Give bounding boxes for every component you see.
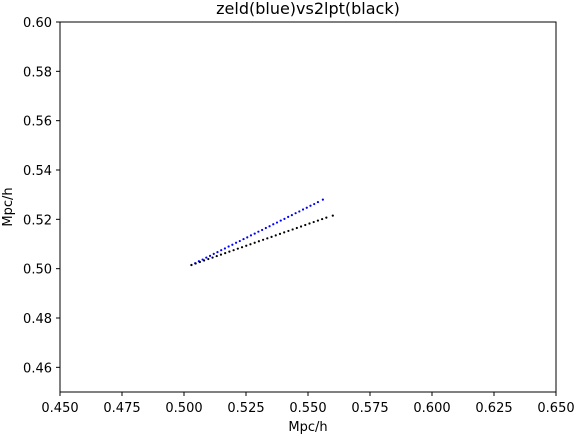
data-point [325, 216, 328, 219]
data-point [275, 221, 279, 224]
data-point [278, 232, 282, 235]
data-point [228, 250, 231, 253]
x-tick-label: 0.575 [351, 401, 388, 416]
series-1 [190, 214, 334, 267]
data-point [295, 226, 298, 230]
data-point [253, 241, 256, 244]
data-point [208, 254, 212, 257]
x-tick-label: 0.600 [413, 401, 450, 416]
data-point [268, 225, 271, 228]
data-point [205, 256, 208, 259]
data-point [309, 204, 312, 207]
data-point [316, 219, 320, 222]
data-point [249, 234, 253, 237]
x-tick-label: 0.475 [103, 401, 140, 416]
x-tick-label: 0.500 [165, 401, 202, 416]
data-point [308, 222, 311, 225]
y-axis: 0.46 0.48 0.50 0.52 0.54 0.56 0.58 0.60 [23, 16, 60, 376]
x-tick-label: 0.525 [227, 401, 264, 416]
data-point [304, 223, 307, 227]
data-point [249, 243, 252, 246]
data-point [299, 225, 303, 228]
data-point [227, 245, 230, 248]
x-axis: 0.450 0.475 0.500 0.525 0.550 0.575 0.600 0.625… [41, 392, 575, 416]
data-point [257, 240, 260, 243]
data-point [262, 238, 265, 241]
y-tick-label: 0.58 [23, 65, 52, 80]
data-point [215, 254, 218, 258]
plot-area [59, 21, 557, 393]
data-point [279, 219, 282, 222]
x-tick-label: 0.450 [41, 401, 78, 416]
data-point [242, 237, 245, 241]
data-point [264, 226, 267, 230]
data-point [246, 236, 249, 239]
x-tick-label: 0.625 [475, 401, 512, 416]
data-point [202, 259, 206, 262]
data-point [223, 247, 227, 250]
data-point [283, 231, 286, 234]
data-point [287, 229, 290, 233]
y-axis-label: Mpc/h [1, 187, 16, 226]
data-point [232, 249, 235, 252]
data-point [321, 198, 324, 201]
data-point [240, 246, 244, 249]
data-point [305, 206, 308, 209]
y-tick-label: 0.52 [23, 213, 52, 228]
data-point [294, 212, 297, 215]
x-axis-label: Mpc/h [288, 420, 327, 435]
data-point [238, 239, 241, 243]
x-tick-label: 0.650 [537, 401, 574, 416]
y-tick-label: 0.50 [23, 263, 52, 278]
data-point [236, 247, 239, 250]
data-point [257, 230, 260, 233]
data-point [287, 215, 290, 218]
data-point [220, 249, 223, 252]
data-point [219, 253, 223, 256]
data-point [270, 235, 273, 238]
data-point [312, 220, 315, 224]
data-point [321, 217, 324, 221]
data-point [245, 244, 248, 247]
y-tick-label: 0.54 [23, 164, 52, 179]
data-point [198, 260, 201, 264]
data-point [234, 241, 238, 244]
data-point [272, 223, 275, 226]
series-0 [190, 198, 324, 267]
data-point [316, 200, 320, 204]
data-point [216, 251, 219, 254]
y-tick-label: 0.46 [23, 361, 52, 376]
data-point [207, 257, 210, 261]
data-point [231, 243, 234, 246]
data-point [313, 202, 316, 206]
data-point [283, 217, 286, 220]
data-points [190, 198, 334, 267]
data-point [194, 262, 197, 265]
data-point [261, 228, 264, 232]
data-point [291, 228, 294, 231]
data-point [253, 232, 256, 235]
data-point [301, 208, 305, 211]
data-point [224, 252, 227, 255]
data-point [298, 210, 301, 213]
y-tick-label: 0.48 [23, 312, 52, 327]
data-point [212, 252, 215, 255]
data-point [331, 214, 334, 217]
data-point [290, 214, 293, 217]
data-point [274, 234, 277, 237]
y-tick-label: 0.56 [23, 115, 52, 130]
y-tick-label: 0.60 [23, 16, 52, 31]
x-tick-label: 0.550 [289, 401, 326, 416]
chart-title: zeld(blue)vs2lpt(black) [216, 0, 400, 18]
data-point [266, 237, 269, 240]
data-point [190, 263, 193, 267]
data-point [211, 256, 214, 259]
